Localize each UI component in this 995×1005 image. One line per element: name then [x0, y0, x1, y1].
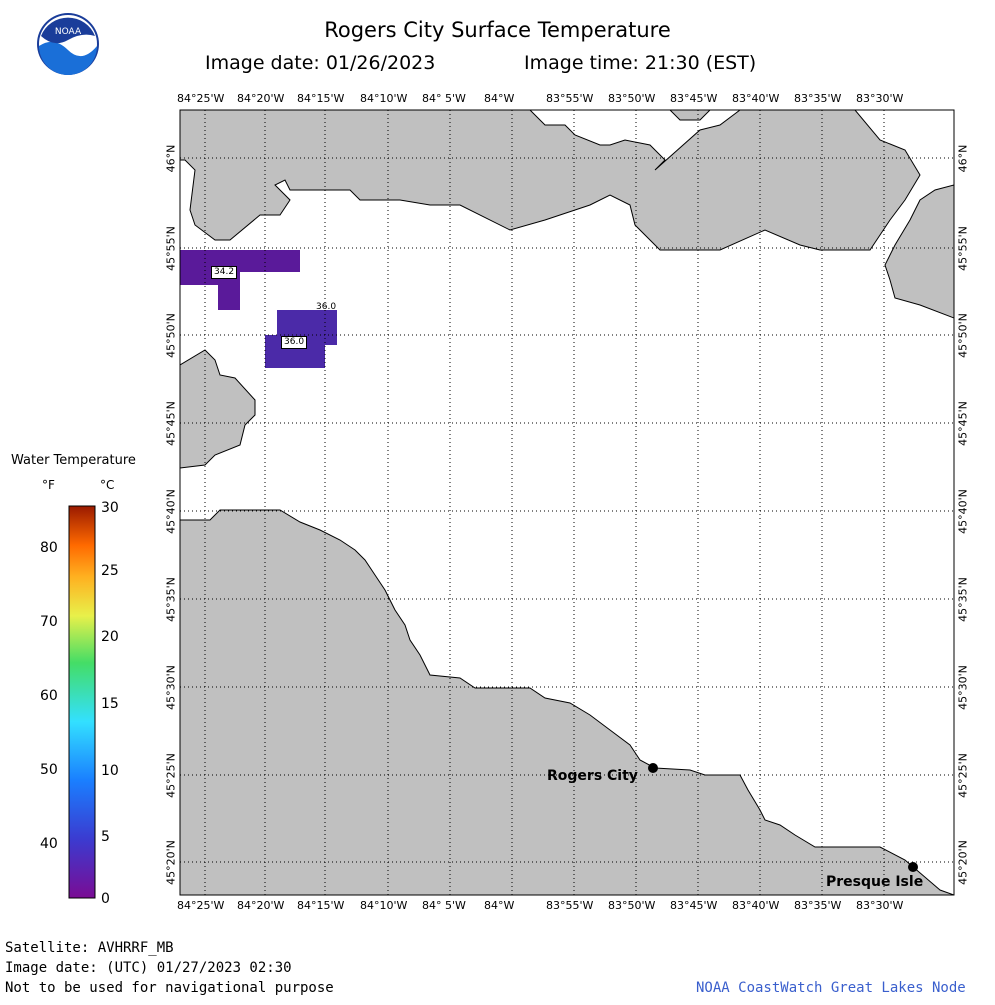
lon-tick-label-top: 84°25'W — [177, 92, 225, 105]
lon-tick-label-bottom: 83°30'W — [856, 899, 904, 912]
city-label-rogers-city: Rogers City — [547, 768, 638, 784]
image-date: Image date: 01/26/2023 — [205, 52, 436, 74]
land-small-island — [669, 110, 711, 121]
lon-tick-label-top: 83°40'W — [732, 92, 780, 105]
legend-f-tick: 70 — [40, 614, 58, 630]
lon-tick-label-top: 84° 5'W — [422, 92, 466, 105]
temp-label: 36.0 — [281, 336, 308, 349]
lon-tick-label-top: 84°W — [484, 92, 515, 105]
temp-label: 34.2 — [211, 266, 238, 279]
lat-tick-label-right: 45°50'N — [956, 313, 970, 358]
legend-c-tick: 25 — [101, 563, 119, 579]
lat-tick-label-right: 45°40'N — [956, 489, 970, 534]
lat-tick-label-right: 46°N — [956, 144, 970, 173]
presque-isle-marker — [908, 862, 918, 872]
lon-tick-label-top: 84°15'W — [297, 92, 345, 105]
lon-tick-label-bottom: 84°15'W — [297, 899, 345, 912]
lon-tick-label-bottom: 83°50'W — [608, 899, 656, 912]
land-south — [180, 509, 954, 895]
lon-tick-label-bottom: 84°20'W — [237, 899, 285, 912]
land-west-point — [180, 349, 256, 469]
legend-unit-f: °F — [42, 478, 55, 492]
lon-tick-label-bottom: 84°W — [484, 899, 515, 912]
legend-c-tick: 30 — [101, 500, 119, 516]
lat-tick-label-left: 45°25'N — [164, 753, 178, 798]
map-frame — [179, 109, 955, 896]
lon-tick-label-bottom: 84°10'W — [360, 899, 408, 912]
city-label-presque-isle: Presque Isle — [826, 874, 924, 890]
legend-unit-c: °C — [100, 478, 115, 492]
legend-f-tick: 50 — [40, 762, 58, 778]
lon-tick-label-top: 83°45'W — [670, 92, 718, 105]
legend-color-bar — [68, 505, 96, 899]
land-north — [180, 110, 921, 251]
rogers-city-marker — [648, 763, 658, 773]
lon-tick-label-top: 83°55'W — [546, 92, 594, 105]
lat-tick-label-right: 45°45'N — [956, 401, 970, 446]
legend-c-tick: 10 — [101, 763, 119, 779]
legend-f-tick: 40 — [40, 836, 58, 852]
lat-tick-label-left: 45°45'N — [164, 401, 178, 446]
lat-tick-label-left: 45°30'N — [164, 665, 178, 710]
image-time: Image time: 21:30 (EST) — [524, 52, 757, 74]
satellite-info: Satellite: AVHRRF_MB — [5, 940, 174, 956]
lon-tick-label-bottom: 84°25'W — [177, 899, 225, 912]
land-north-right — [884, 184, 954, 319]
lon-tick-label-top: 84°10'W — [360, 92, 408, 105]
lon-tick-label-bottom: 83°55'W — [546, 899, 594, 912]
lat-tick-label-left: 45°20'N — [164, 840, 178, 885]
legend-title: Water Temperature — [11, 453, 136, 468]
lon-tick-label-top: 84°20'W — [237, 92, 285, 105]
lon-tick-label-bottom: 84° 5'W — [422, 899, 466, 912]
lon-tick-label-top: 83°35'W — [794, 92, 842, 105]
lon-tick-label-top: 83°50'W — [608, 92, 656, 105]
lat-tick-label-left: 45°55'N — [164, 226, 178, 271]
disclaimer: Not to be used for navigational purpose — [5, 980, 334, 996]
lat-tick-label-left: 45°40'N — [164, 489, 178, 534]
lon-tick-label-bottom: 83°35'W — [794, 899, 842, 912]
lat-tick-label-left: 45°50'N — [164, 313, 178, 358]
credit-link[interactable]: NOAA CoastWatch Great Lakes Node — [696, 980, 966, 996]
lat-tick-label-right: 45°20'N — [956, 840, 970, 885]
lat-tick-label-right: 45°55'N — [956, 226, 970, 271]
legend-f-tick: 60 — [40, 688, 58, 704]
noaa-logo: NOAA — [37, 13, 99, 75]
lat-tick-label-left: 45°35'N — [164, 577, 178, 622]
lon-tick-label-top: 83°30'W — [856, 92, 904, 105]
legend-c-tick: 15 — [101, 696, 119, 712]
utc-date: Image date: (UTC) 01/27/2023 02:30 — [5, 960, 292, 976]
temp-label: 36.0 — [316, 302, 337, 312]
lat-tick-label-right: 45°35'N — [956, 577, 970, 622]
lat-tick-label-right: 45°30'N — [956, 665, 970, 710]
map-title: Rogers City Surface Temperature — [324, 18, 671, 42]
lat-tick-label-right: 45°25'N — [956, 753, 970, 798]
legend-c-tick: 5 — [101, 829, 110, 845]
legend-c-tick: 20 — [101, 629, 119, 645]
logo-text: NOAA — [55, 27, 82, 37]
lon-tick-label-bottom: 83°45'W — [670, 899, 718, 912]
lon-tick-label-bottom: 83°40'W — [732, 899, 780, 912]
legend-f-tick: 80 — [40, 540, 58, 556]
legend-c-tick: 0 — [101, 891, 110, 907]
graticule — [180, 110, 954, 895]
lat-tick-label-left: 46°N — [164, 144, 178, 173]
